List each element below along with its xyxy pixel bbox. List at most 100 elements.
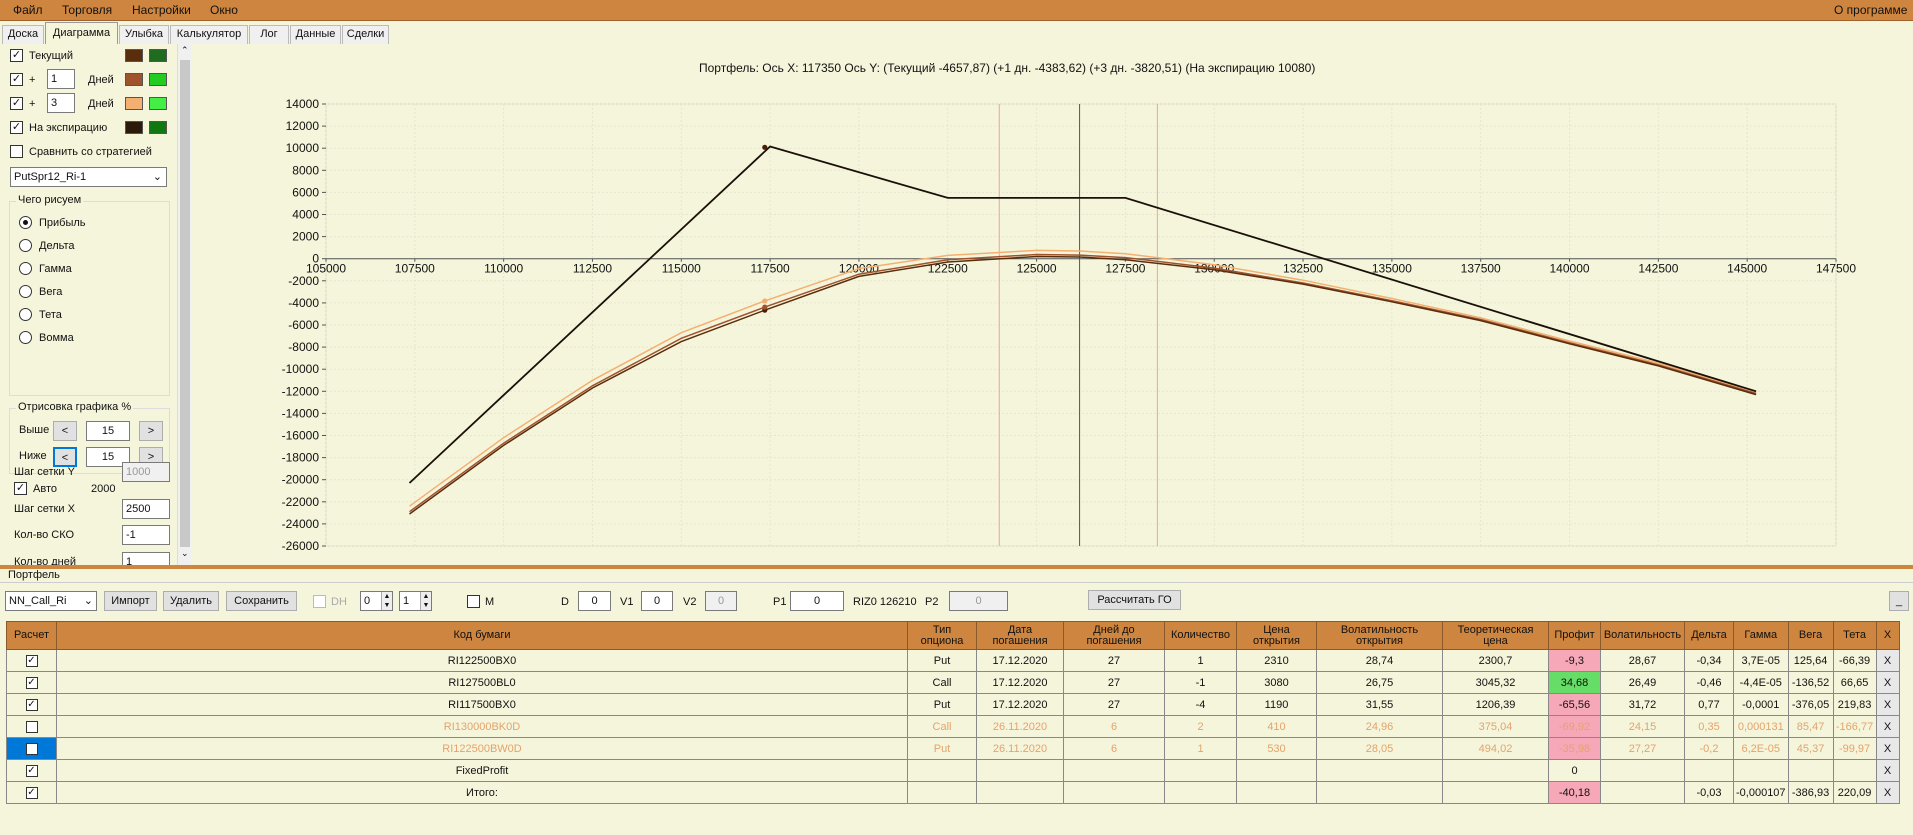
tab-calculator[interactable]: Калькулятор (170, 25, 248, 44)
col-date[interactable]: Дата погашения (976, 621, 1064, 650)
current-color-swatch-2[interactable] (149, 49, 167, 62)
col-profit[interactable]: Профит (1548, 621, 1601, 650)
radio-vega[interactable] (19, 285, 32, 298)
grid-x-input[interactable]: 2500 (122, 499, 170, 519)
expiry-color-swatch-2[interactable] (149, 121, 167, 134)
auto-checkbox[interactable]: ✓ (14, 482, 27, 495)
col-calc[interactable]: Расчет (6, 621, 57, 650)
delete-button[interactable]: Удалить (163, 591, 219, 611)
col-days[interactable]: Дней до погашения (1063, 621, 1165, 650)
calc-margin-button[interactable]: Рассчитать ГО (1088, 590, 1181, 610)
v1-input[interactable]: 0 (641, 591, 673, 611)
spin2-arrows[interactable]: ▲ ▼ (420, 592, 431, 610)
m-checkbox[interactable] (467, 595, 480, 608)
spin1-input[interactable]: 0 ▲ ▼ (360, 591, 393, 611)
scroll-down-icon[interactable]: ⌄ (181, 548, 189, 558)
compare-checkbox[interactable] (10, 145, 23, 158)
above-input[interactable]: 15 (86, 421, 130, 441)
radio-vomma[interactable] (19, 331, 32, 344)
col-theo[interactable]: Теоретическая цена (1442, 621, 1549, 650)
menu-file[interactable]: Файл (13, 3, 43, 17)
radio-profit[interactable] (19, 216, 32, 229)
checkbox[interactable]: ✓ (25, 654, 38, 667)
row-checkbox[interactable]: ✓ (6, 649, 57, 672)
dh-checkbox[interactable] (313, 595, 326, 608)
col-gamma[interactable]: Гамма (1733, 621, 1789, 650)
days2-input[interactable]: 3 (47, 93, 75, 113)
delete-row-button[interactable]: X (1875, 759, 1900, 782)
col-vega[interactable]: Вега (1787, 621, 1834, 650)
table-row[interactable]: RI130000BK0D Call 26.11.2020 6 2 410 24,96 375,… (6, 715, 1900, 738)
radio-delta[interactable] (19, 239, 32, 252)
col-code[interactable]: Код бумаги (56, 621, 908, 650)
spin1-arrows[interactable]: ▲ ▼ (381, 592, 392, 610)
scroll-up-icon[interactable]: ⌃ (181, 45, 189, 55)
table-row-total[interactable]: ✓ Итого: -40,18 -0,03 -0,000107 -386,93 220,0… (6, 781, 1900, 804)
delete-row-button[interactable]: X (1875, 693, 1900, 716)
d-input[interactable]: 0 (578, 591, 611, 611)
current-checkbox[interactable]: ✓ (10, 49, 23, 62)
days-count-input[interactable]: 1 (122, 552, 170, 565)
menu-about[interactable]: О программе (1834, 3, 1908, 17)
row-checkbox[interactable] (6, 715, 57, 738)
current-color-swatch[interactable] (125, 49, 143, 62)
col-x[interactable]: X (1875, 621, 1900, 650)
below-decrease-button[interactable]: < (53, 447, 77, 467)
radio-theta[interactable] (19, 308, 32, 321)
table-row[interactable]: ✓ RI117500BX0 Put 17.12.2020 27 -4 1190 31,55 1… (6, 693, 1900, 716)
checkbox[interactable]: ✓ (25, 786, 38, 799)
days1-color-swatch-2[interactable] (149, 73, 167, 86)
above-decrease-button[interactable]: < (53, 421, 77, 441)
tab-trades[interactable]: Сделки (342, 25, 389, 44)
menu-settings[interactable]: Настройки (132, 3, 191, 17)
days1-input[interactable]: 1 (47, 69, 75, 89)
checkbox[interactable]: ✓ (25, 676, 38, 689)
days2-checkbox[interactable]: ✓ (10, 97, 23, 110)
expiry-color-swatch[interactable] (125, 121, 143, 134)
row-checkbox[interactable]: ✓ (6, 693, 57, 716)
col-delta[interactable]: Дельта (1684, 621, 1734, 650)
portfolio-select[interactable]: NN_Call_Ri ⌄ (5, 591, 97, 611)
save-button[interactable]: Сохранить (226, 591, 297, 611)
delete-row-button[interactable]: X (1875, 737, 1900, 760)
table-row[interactable]: RI122500BW0D Put 26.11.2020 6 1 530 28,05 494,0… (6, 737, 1900, 760)
days1-checkbox[interactable]: ✓ (10, 73, 23, 86)
row-checkbox[interactable] (6, 737, 57, 760)
v2-input[interactable]: 0 (705, 591, 737, 611)
panel-splitter[interactable] (0, 565, 1913, 569)
delete-row-button[interactable]: X (1875, 649, 1900, 672)
scrollbar-thumb[interactable] (180, 60, 190, 547)
days2-color-swatch[interactable] (125, 97, 143, 110)
days1-color-swatch[interactable] (125, 73, 143, 86)
col-vol-open[interactable]: Волатильность открытия (1316, 621, 1443, 650)
settings-scrollbar[interactable]: ⌃ ⌄ (177, 44, 191, 565)
payoff-chart[interactable]: 105000 107500 110000 112500 115000 117500 1200… (191, 44, 1913, 565)
sko-input[interactable]: -1 (122, 525, 170, 545)
import-button[interactable]: Импорт (104, 591, 157, 611)
delete-row-button[interactable]: X (1875, 671, 1900, 694)
table-row[interactable]: ✓ FixedProfit 0 X (6, 759, 1900, 782)
tab-log[interactable]: Лог (249, 25, 289, 44)
col-qty[interactable]: Количество (1164, 621, 1237, 650)
checkbox[interactable] (25, 742, 38, 755)
checkbox[interactable] (25, 720, 38, 733)
checkbox[interactable]: ✓ (25, 764, 38, 777)
tab-board[interactable]: Доска (2, 25, 44, 44)
minimize-button[interactable]: _ (1889, 591, 1909, 611)
col-vol[interactable]: Волатильность (1600, 621, 1685, 650)
table-row[interactable]: ✓ RI127500BL0 Call 17.12.2020 27 -1 3080 26,75… (6, 671, 1900, 694)
row-checkbox[interactable]: ✓ (6, 781, 57, 804)
row-checkbox[interactable]: ✓ (6, 759, 57, 782)
menu-trade[interactable]: Торговля (62, 3, 113, 17)
grid-y-input[interactable]: 1000 (122, 462, 170, 482)
days2-color-swatch-2[interactable] (149, 97, 167, 110)
tab-smile[interactable]: Улыбка (119, 25, 169, 44)
p2-input[interactable]: 0 (949, 591, 1008, 611)
tab-data[interactable]: Данные (290, 25, 341, 44)
col-type[interactable]: Тип опциона (907, 621, 977, 650)
delete-row-button[interactable]: X (1875, 781, 1900, 804)
p1-input[interactable]: 0 (790, 591, 844, 611)
spin2-input[interactable]: 1 ▲ ▼ (399, 591, 432, 611)
col-open[interactable]: Цена открытия (1236, 621, 1317, 650)
below-input[interactable]: 15 (86, 447, 130, 467)
